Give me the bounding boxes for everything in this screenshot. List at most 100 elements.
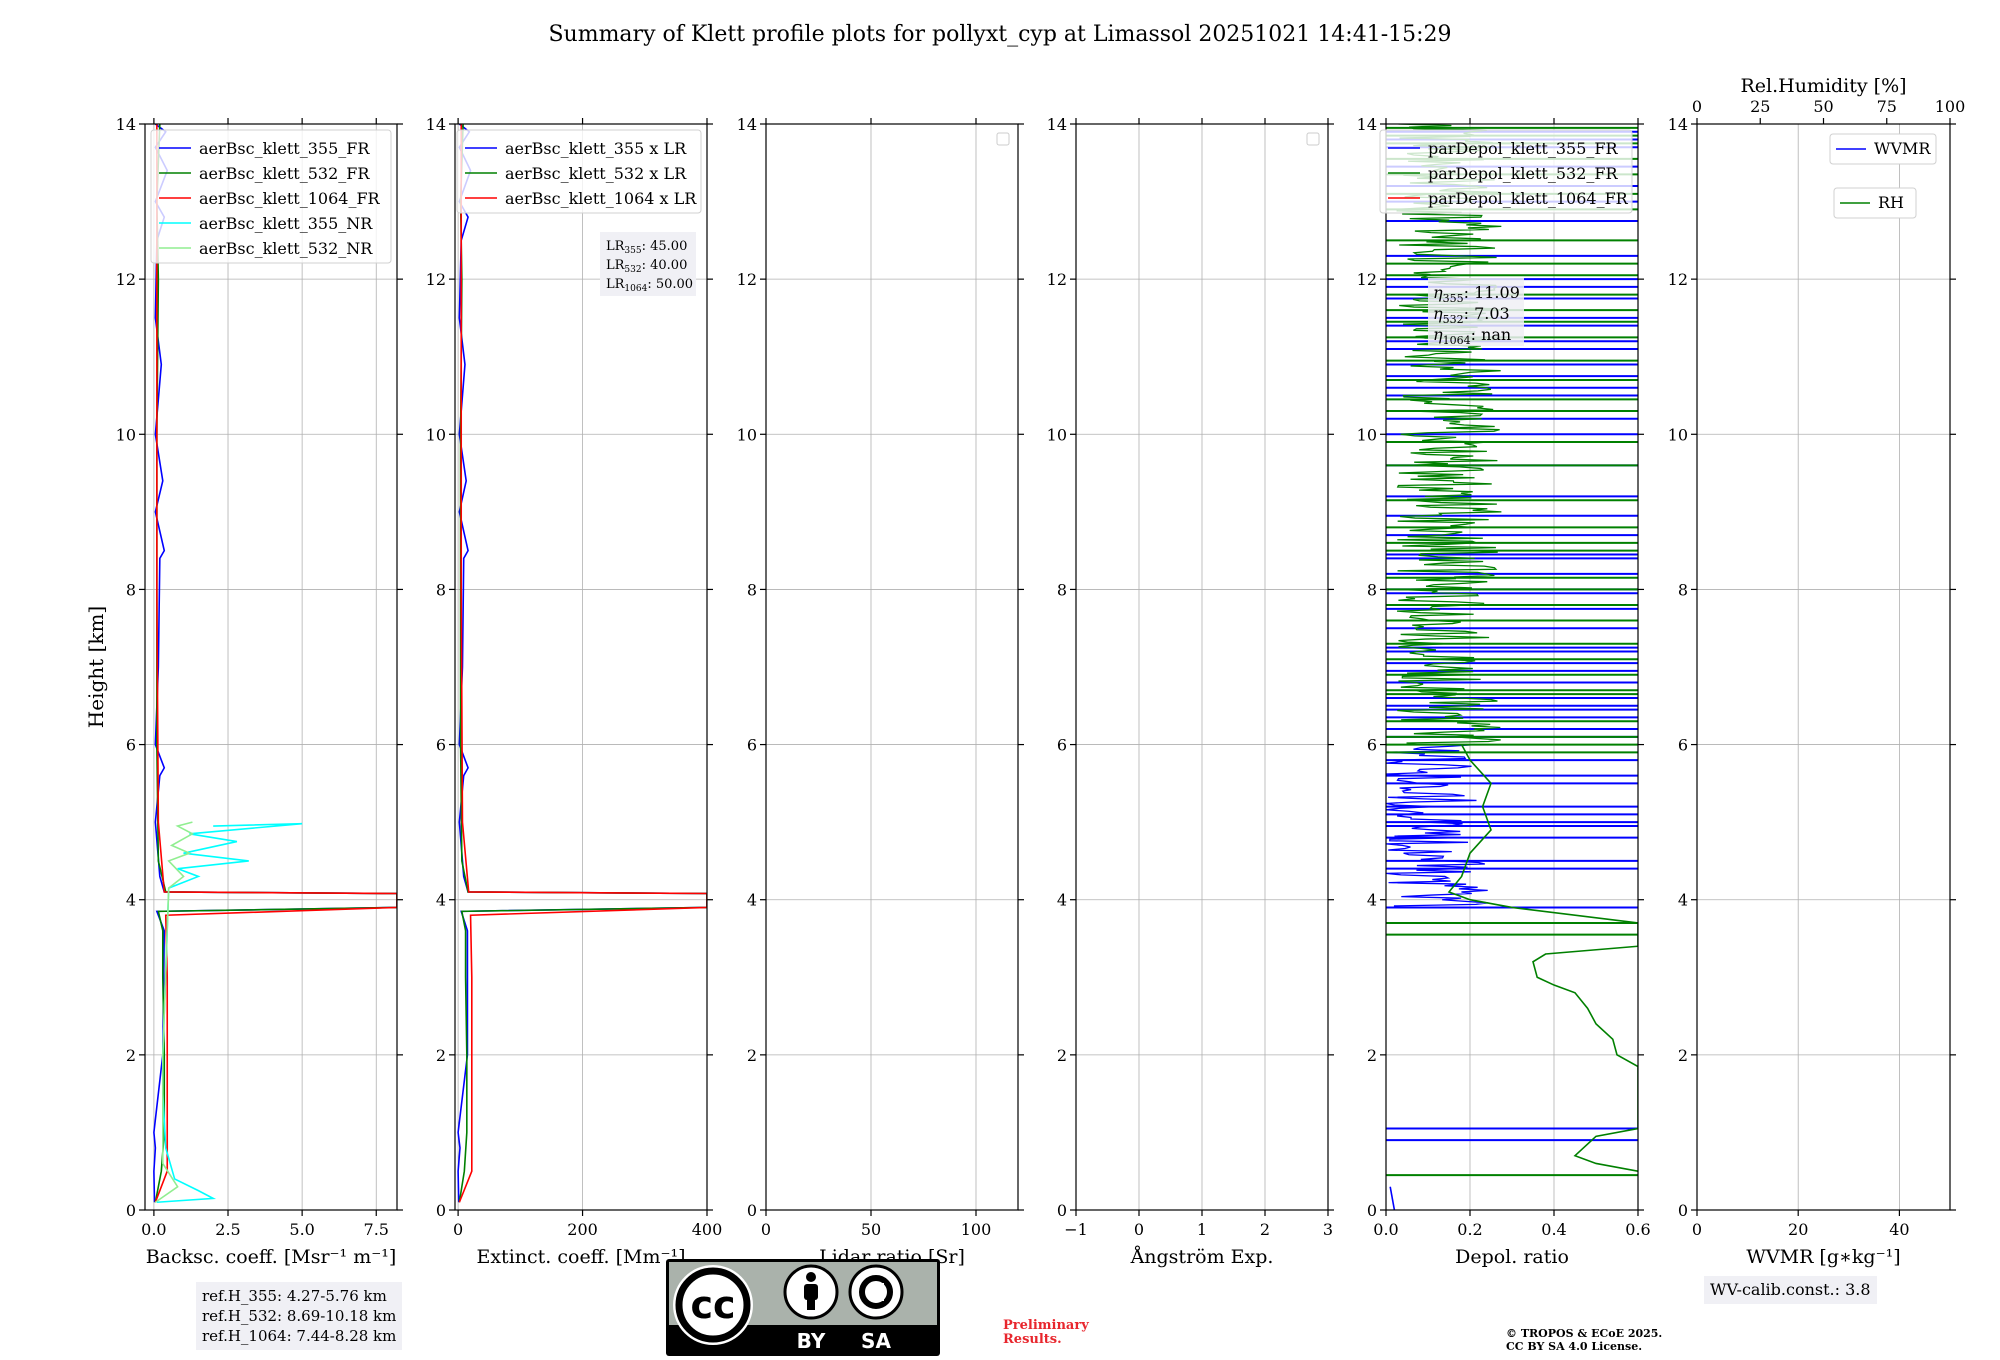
- eta-subscript: 1064: [1443, 334, 1471, 347]
- x-axis-label: Backsc. coeff. [Msr⁻¹ m⁻¹]: [146, 1246, 397, 1268]
- xtick-label: 0.6: [1625, 1220, 1650, 1239]
- eta-value-532: η532: 7.03: [1433, 304, 1510, 326]
- xtick-label: 0: [761, 1220, 771, 1239]
- ytick-label: 10: [737, 425, 757, 444]
- lr-symbol: LR: [606, 239, 626, 254]
- ytick-label: 0: [126, 1201, 136, 1220]
- panel-backscatter: 0 2 4 6 8 10 12 14 0.0 2.5 5.0 7.5 Backsc. coeff. [M…: [116, 115, 403, 1268]
- eta-number: : 11.09: [1464, 283, 1520, 302]
- lr-value-1064: LR1064: 50.00: [606, 277, 693, 294]
- ytick-label: 12: [1047, 270, 1067, 289]
- xtick-label: 200: [567, 1220, 598, 1239]
- ytick-label: 6: [1367, 736, 1377, 755]
- legend-label: WVMR: [1874, 139, 1931, 158]
- share-alike-icon: [859, 1275, 893, 1309]
- legend-box: [1833, 187, 1917, 219]
- preliminary-line2: Results.: [1003, 1332, 1062, 1347]
- ytick-label: 2: [1678, 1046, 1688, 1065]
- ytick-label: 10: [1668, 425, 1688, 444]
- panel-depol: 0 2 4 6 8 10 12 14 0.0 0.2 0.4 0.6 Depol. ratio parDe…: [1357, 115, 1651, 1268]
- x-axis-label: Ångström Exp.: [1130, 1246, 1274, 1268]
- eta-symbol: η: [1433, 325, 1443, 344]
- xtick-label: 0.0: [1373, 1220, 1398, 1239]
- series-line: [1389, 1186, 1396, 1210]
- plot-frame: [144, 123, 398, 1211]
- cc-icon: cc: [690, 1283, 735, 1327]
- legend-label: parDepol_klett_355_FR: [1428, 139, 1619, 158]
- preliminary-line1: Preliminary: [1003, 1318, 1089, 1333]
- series-line: [154, 124, 397, 1203]
- ytick-label: 8: [126, 580, 136, 599]
- ytick-label: 2: [747, 1046, 757, 1065]
- empty-legend: [996, 132, 1010, 146]
- series-line: [154, 124, 397, 1203]
- cc-license-logo: cc BY SA: [666, 1259, 940, 1356]
- legend-label: parDepol_klett_532_FR: [1428, 164, 1619, 183]
- lr-number: : 40.00: [642, 258, 688, 273]
- lr-symbol: LR: [606, 258, 626, 273]
- ytick-label: 12: [1357, 270, 1377, 289]
- ytick-label: 2: [126, 1046, 136, 1065]
- lr-symbol: LR: [606, 277, 626, 292]
- reference-height-box: ref.H_355: 4.27-5.76 km ref.H_532: 8.69-…: [196, 1282, 403, 1350]
- lr-annotation-bg: [600, 232, 696, 296]
- copyright-note: © TROPOS & ECoE 2025. CC BY SA 4.0 Licen…: [1506, 1327, 1662, 1353]
- x-axis-label: Extinct. coeff. [Mm⁻¹]: [476, 1246, 685, 1268]
- series-line: [154, 821, 195, 1203]
- plot-frame: [454, 123, 708, 1211]
- eta-symbol: η: [1433, 283, 1443, 302]
- xtick-label: 0: [453, 1220, 463, 1239]
- legend-box: [456, 129, 702, 214]
- ytick-label: 14: [1668, 115, 1688, 134]
- top-xtick-label: 100: [1935, 97, 1966, 116]
- ytick-label: 4: [747, 891, 757, 910]
- ytick-label: 6: [436, 736, 446, 755]
- legend-label: aerBsc_klett_532_FR: [199, 164, 370, 183]
- series-line: [156, 822, 303, 1204]
- ytick-label: 14: [426, 115, 446, 134]
- ref-h-355: ref.H_355: 4.27-5.76 km: [202, 1287, 387, 1305]
- ytick-label: 14: [1357, 115, 1377, 134]
- eta-value-355: η355: 11.09: [1433, 283, 1520, 305]
- xtick-label: 100: [961, 1220, 992, 1239]
- legend-box: [150, 129, 392, 264]
- lr-number: : 50.00: [647, 277, 693, 292]
- ytick-label: 14: [116, 115, 136, 134]
- ytick-label: 6: [1057, 736, 1067, 755]
- empty-legend: [1306, 132, 1320, 146]
- legend-label: aerBsc_klett_355_FR: [199, 139, 370, 158]
- xtick-label: 0.2: [1457, 1220, 1482, 1239]
- series-line: [1447, 744, 1638, 1173]
- top-x-axis-label: Rel.Humidity [%]: [1740, 75, 1906, 97]
- panel-extinction: 0 2 4 6 8 10 12 14 0 200 400 Extinct. coeff. [Mm⁻¹]…: [426, 115, 723, 1268]
- series-line: [153, 124, 397, 1203]
- eta-symbol: η: [1433, 304, 1443, 323]
- plot-frame: [1696, 123, 1951, 1211]
- ytick-label: 0: [1367, 1201, 1377, 1220]
- ytick-label: 14: [1047, 115, 1067, 134]
- xtick-label: 7.5: [364, 1220, 389, 1239]
- x-axis-label: Depol. ratio: [1455, 1246, 1569, 1268]
- ytick-label: 4: [436, 891, 446, 910]
- ytick-label: 0: [747, 1201, 757, 1220]
- series-line-noise: [1396, 124, 1502, 746]
- top-xtick-label: 0: [1692, 97, 1702, 116]
- legend-box: [1829, 133, 1937, 165]
- legend-label: aerBsc_klett_355 x LR: [505, 139, 687, 158]
- plot-frame: [1385, 123, 1639, 1211]
- lr-subscript: 532: [624, 265, 641, 275]
- y-axis-label: Height [km]: [84, 606, 108, 728]
- ytick-label: 8: [1367, 580, 1377, 599]
- plot-frame: [765, 123, 1019, 1211]
- ytick-label: 8: [1678, 580, 1688, 599]
- ytick-label: 4: [1057, 891, 1067, 910]
- ytick-label: 10: [1357, 425, 1377, 444]
- series-group: [457, 124, 707, 1203]
- by-label: BY: [797, 1329, 826, 1353]
- xtick-label: −1: [1064, 1220, 1088, 1239]
- ytick-label: 2: [1367, 1046, 1377, 1065]
